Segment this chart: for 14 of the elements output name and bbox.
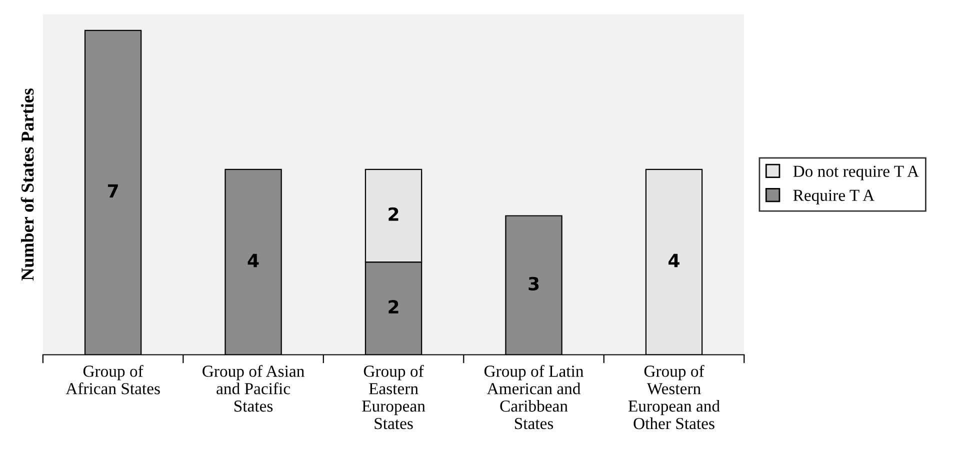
data-label: 2: [388, 300, 398, 314]
legend-label: Require T A: [793, 190, 874, 204]
data-label: 4: [248, 254, 259, 268]
x-tick-label: Group of Asian and Pacific States: [202, 364, 304, 412]
x-tick-label: Group of Latin American and Caribbean States: [484, 364, 584, 430]
data-label: 2: [388, 207, 398, 221]
x-tick-label: Group of African States: [66, 364, 160, 394]
legend-label: Do not require T A: [793, 166, 919, 180]
x-tick-label: Group of Western European and Other States: [628, 364, 720, 430]
data-label: 7: [108, 184, 118, 198]
y-axis-title: Number of States Parties: [20, 88, 34, 280]
data-label: 4: [668, 254, 680, 268]
data-label: 3: [528, 276, 539, 290]
x-tick-label: Group of Eastern European States: [362, 364, 426, 430]
